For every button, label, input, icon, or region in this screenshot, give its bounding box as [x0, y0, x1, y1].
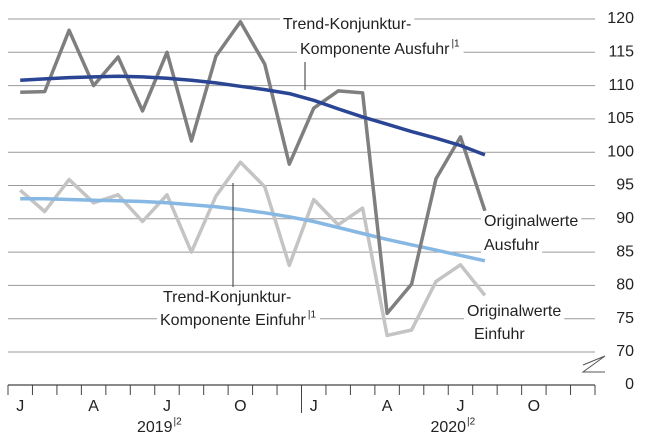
- x-tick-label: O: [528, 398, 540, 415]
- series-line: [20, 74, 486, 157]
- y-tick-label: 85: [616, 243, 634, 260]
- year-note: |2: [174, 417, 183, 428]
- labels: Originalwerte Einfuhr Trend-Konjunktur- Kom…: [157, 14, 582, 346]
- year-label: 2020: [430, 419, 466, 436]
- year-label: 2019: [137, 419, 173, 436]
- label-bg: [157, 310, 321, 332]
- series-label-note: |1: [308, 310, 317, 321]
- label-bg: [160, 287, 295, 309]
- series-line: [20, 197, 486, 263]
- y-tick-label: 95: [616, 177, 634, 194]
- x-tick-label: J: [456, 398, 464, 415]
- y-tick-label: 90: [616, 210, 634, 227]
- label-bg: [464, 301, 565, 323]
- x-tick-label: J: [16, 398, 24, 415]
- y-tick-label: 80: [616, 277, 634, 294]
- series-label: Trend-Konjunktur-: [283, 16, 411, 33]
- series-label: Trend-Konjunktur-: [163, 289, 291, 306]
- label-bg: [297, 39, 464, 61]
- x-tick-label: J: [310, 398, 318, 415]
- label-bg: [481, 235, 543, 257]
- label-bg: [280, 14, 415, 36]
- series-line: [19, 160, 487, 338]
- y-tick-label: 0: [625, 376, 634, 393]
- y-tick-label: 105: [607, 110, 634, 127]
- series-label: Einfuhr: [474, 326, 525, 343]
- y-tick-label: 70: [616, 343, 634, 360]
- label-bg: [471, 324, 528, 346]
- series-label: Originalwerte: [467, 303, 561, 320]
- series-label: Originalwerte: [484, 213, 578, 230]
- x-tick-label: A: [382, 398, 393, 415]
- series-label: Ausfuhr: [484, 237, 540, 254]
- y-tick-label: 75: [616, 310, 634, 327]
- series-label: Komponente Ausfuhr: [300, 41, 450, 58]
- series-label: Komponente Einfuhr: [160, 312, 307, 329]
- lines: [19, 19, 487, 338]
- series-line: [20, 19, 487, 316]
- y-tick-label: 110: [608, 77, 634, 94]
- y-tick-label: 100: [607, 143, 634, 160]
- label-bg: [481, 211, 582, 233]
- x-tick-label: J: [163, 398, 171, 415]
- series-label-note: |1: [451, 39, 460, 50]
- x-tick-label: A: [88, 398, 99, 415]
- y-tick-label: 115: [608, 44, 634, 61]
- y-tick-label: 120: [607, 10, 634, 27]
- year-note: |2: [467, 417, 476, 428]
- x-tick-label: O: [234, 398, 246, 415]
- axis-break: [581, 355, 606, 373]
